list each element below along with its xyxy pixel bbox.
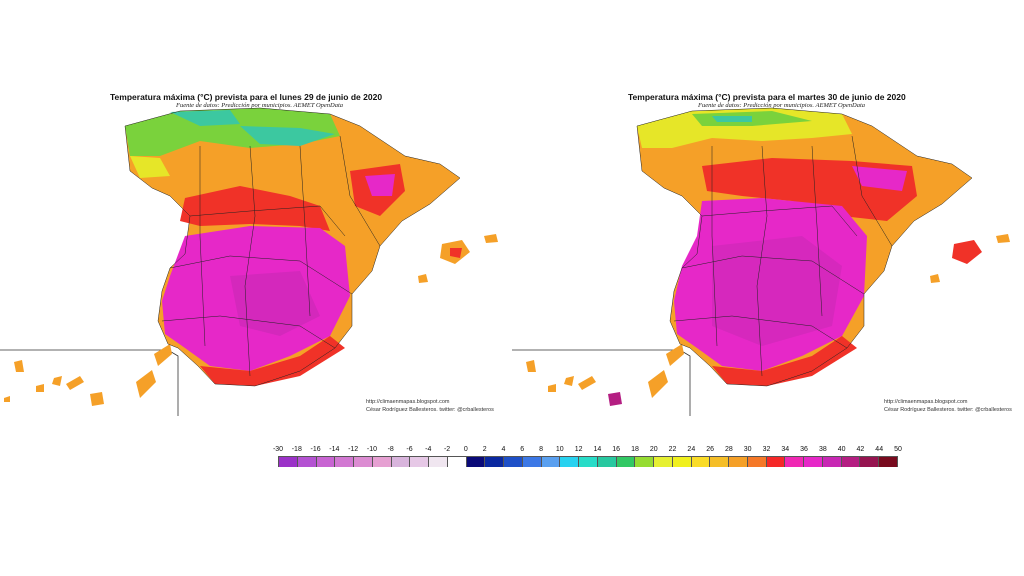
legend-tick-label: 40: [837, 446, 846, 453]
legend-tick-label: -6: [406, 446, 413, 453]
legend-tick-label: -30: [272, 446, 284, 453]
legend-tick-label: -2: [443, 446, 451, 453]
legend-tick-label: 42: [856, 446, 865, 453]
legend-swatch: [297, 457, 317, 467]
legend-ticks: -30 -18 -16 -14 -12 -10 -8 -6 -4 -2 0 2 4 6 8 10 12 14 16 1…: [273, 446, 902, 456]
legend-swatch: [316, 457, 336, 467]
legend-swatch: [747, 457, 767, 467]
legend-swatch: [504, 457, 523, 467]
legend-tick-label: 4: [501, 446, 506, 453]
legend-tick-label: -16: [310, 446, 321, 453]
legend-swatch: [729, 457, 748, 467]
legend-swatch: [354, 457, 373, 467]
legend-tick-label: 18: [631, 446, 639, 453]
credit-url: http://climaenmapas.blogspot.com: [366, 399, 450, 405]
legend-tick-label: -8: [387, 446, 394, 453]
spain-temperature-map: [512, 107, 1010, 416]
legend-swatch: [466, 457, 486, 467]
temperature-legend: -30 -18 -16 -14 -12 -10 -8 -6 -4 -2 0 2 4 6 8 10 12 14 16 1…: [273, 446, 902, 468]
credit-author: César Rodríguez Ballesteros. twitter: @c…: [884, 407, 1012, 413]
legend-tick-label: -4: [425, 446, 432, 453]
legend-swatch: [579, 457, 598, 467]
legend-swatch: [560, 457, 579, 467]
legend-swatch: [879, 457, 898, 467]
map-credit: http://climaenmapas.blogspot.com César R…: [366, 398, 494, 414]
legend-swatch: [447, 457, 467, 467]
legend-swatch: [672, 457, 692, 467]
legend-tick-label: -12: [348, 446, 359, 453]
legend-tick-label: 20: [649, 446, 658, 453]
legend-tick-label: 14: [593, 446, 602, 453]
legend-swatch: [522, 457, 542, 467]
legend-swatch: [372, 457, 392, 467]
legend-swatch: [635, 457, 654, 467]
map-credit: http://climaenmapas.blogspot.com César R…: [884, 398, 1012, 414]
legend-tick-label: 28: [725, 446, 733, 453]
legend-swatch: [804, 457, 823, 467]
legend-tick-label: 38: [818, 446, 827, 453]
legend-tick-label: 50: [894, 446, 902, 453]
legend-swatch: [654, 457, 673, 467]
legend-swatch: [766, 457, 786, 467]
legend-swatch: [860, 457, 879, 467]
legend-swatch: [391, 457, 411, 467]
legend-swatch: [335, 457, 354, 467]
legend-swatch: [485, 457, 504, 467]
legend-tick-label: 2: [482, 446, 487, 453]
legend-tick-label: 22: [668, 446, 677, 453]
legend-tick-label: 24: [687, 446, 696, 453]
legend-tick-label: 30: [743, 446, 752, 453]
legend-swatch: [822, 457, 842, 467]
legend-tick-label: 32: [762, 446, 771, 453]
legend-swatch: [541, 457, 561, 467]
map-source: Fuente de datos: Predicción por municipi…: [698, 102, 866, 109]
legend-swatch: [785, 457, 804, 467]
legend-tick-label: -14: [329, 446, 340, 453]
legend-swatch: [429, 457, 448, 467]
legend-swatch: [691, 457, 711, 467]
legend-tick-label: 12: [574, 446, 583, 453]
legend-tick-label: 10: [555, 446, 564, 453]
legend-tick-label: 34: [781, 446, 790, 453]
legend-swatch: [616, 457, 636, 467]
legend-swatch: [597, 457, 617, 467]
legend-swatch: [410, 457, 429, 467]
legend-tick-label: 0: [463, 446, 468, 453]
credit-url: http://climaenmapas.blogspot.com: [884, 399, 968, 405]
legend-color-bar: [278, 456, 898, 467]
legend-swatch: [278, 457, 298, 467]
legend-tick-label: 16: [612, 446, 621, 453]
map-panel-tuesday: Temperatura máxima (°C) prevista para el…: [512, 86, 1024, 426]
legend-tick-label: 26: [706, 446, 715, 453]
spain-temperature-map: [0, 107, 498, 416]
map-source: Fuente de datos: Predicción por municipi…: [176, 102, 344, 109]
map-title: Temperatura máxima (°C) prevista para el…: [110, 92, 383, 102]
legend-tick-label: -18: [291, 446, 302, 453]
legend-swatch: [841, 457, 861, 467]
legend-tick-label: 44: [875, 446, 884, 453]
legend-tick-label: 8: [539, 446, 543, 453]
legend-swatch: [710, 457, 729, 467]
credit-author: César Rodríguez Ballesteros. twitter: @c…: [366, 407, 494, 413]
legend-tick-label: 36: [800, 446, 808, 453]
map-title: Temperatura máxima (°C) prevista para el…: [628, 92, 906, 102]
map-panel-monday: Temperatura máxima (°C) prevista para el…: [0, 86, 512, 426]
legend-tick-label: 6: [520, 446, 525, 453]
legend-tick-label: -10: [366, 446, 377, 453]
